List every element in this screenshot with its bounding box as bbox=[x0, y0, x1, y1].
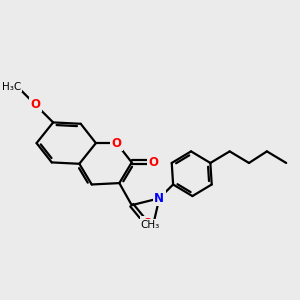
Text: O: O bbox=[30, 98, 40, 111]
Text: O: O bbox=[142, 217, 152, 230]
Text: O: O bbox=[112, 136, 122, 150]
Text: O: O bbox=[149, 156, 159, 169]
Text: N: N bbox=[154, 192, 164, 205]
Text: H₃C: H₃C bbox=[2, 82, 21, 92]
Text: CH₃: CH₃ bbox=[140, 220, 159, 230]
